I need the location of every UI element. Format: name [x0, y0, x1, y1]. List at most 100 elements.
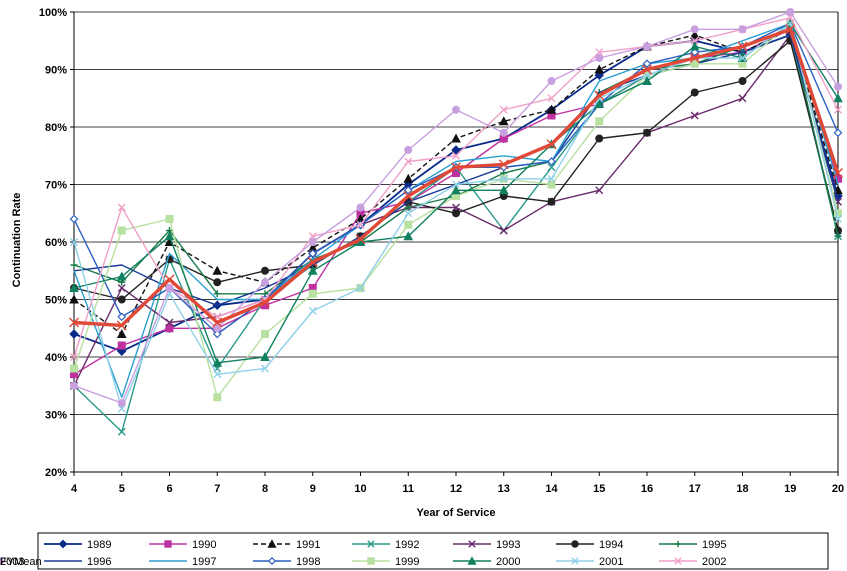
y-tick-label: 70% — [45, 180, 67, 192]
data-point — [212, 265, 223, 275]
data-point — [69, 317, 79, 328]
y-tick-label: 90% — [45, 65, 67, 77]
data-point — [308, 307, 317, 315]
x-tick-label: 6 — [166, 483, 172, 495]
legend: 1989 1990 1991 1992 1993 1994 1995 1996 1997 1998… — [0, 533, 829, 570]
data-point — [594, 90, 605, 101]
data-point — [404, 146, 413, 154]
data-point — [70, 261, 78, 269]
data-point — [261, 278, 269, 287]
data-point — [164, 274, 175, 285]
data-point — [267, 539, 277, 548]
legend-item-1995: 1995 — [659, 539, 726, 551]
data-point — [69, 282, 79, 292]
data-point — [499, 105, 508, 114]
legend-item-2003: 2003 — [0, 556, 24, 568]
data-point — [117, 284, 126, 292]
series-fymean — [69, 24, 843, 331]
data-point — [499, 128, 508, 137]
data-point — [0, 557, 4, 565]
data-point — [117, 226, 126, 235]
data-point — [571, 557, 579, 565]
data-point — [260, 297, 270, 308]
y-tick-label: 20% — [45, 467, 67, 479]
x-tick-label: 20 — [832, 483, 844, 495]
data-point — [452, 180, 460, 189]
series-1997 — [73, 22, 839, 398]
series-2003 — [70, 8, 842, 407]
series-line — [73, 22, 839, 398]
data-point — [546, 139, 557, 150]
legend-label: FYMean — [0, 556, 42, 568]
legend-label: 1990 — [192, 539, 216, 551]
data-point — [213, 324, 222, 333]
data-point — [833, 128, 843, 138]
data-point — [452, 151, 460, 160]
y-axis-title: Continuation Rate — [11, 193, 23, 288]
data-point — [356, 220, 365, 229]
data-point — [212, 357, 223, 367]
data-point — [547, 94, 556, 103]
data-point — [165, 215, 174, 223]
data-point — [642, 64, 652, 75]
data-point — [674, 540, 682, 548]
legend-item-1990: 1990 — [149, 539, 216, 551]
x-tick-label: 13 — [498, 483, 510, 495]
data-point — [547, 163, 556, 172]
data-point — [499, 174, 508, 183]
data-point — [367, 557, 375, 565]
data-point — [452, 105, 460, 114]
data-point — [404, 204, 412, 211]
data-point — [213, 290, 221, 298]
y-tick-labels: 20% 30% 40% 50% 60% 70% 80% 90% 100% — [39, 7, 67, 479]
data-point — [738, 77, 747, 85]
data-point — [571, 540, 579, 548]
data-point — [689, 53, 700, 63]
series-lines — [69, 8, 843, 436]
data-point — [547, 77, 556, 85]
legend-label: 2001 — [599, 556, 623, 568]
data-point — [70, 353, 78, 361]
y-tick-label: 60% — [45, 237, 67, 249]
data-point — [547, 157, 556, 166]
data-point — [165, 318, 174, 327]
data-point — [165, 284, 174, 292]
data-point — [547, 197, 556, 206]
data-point — [737, 41, 748, 52]
data-point — [689, 41, 700, 51]
legend-label: 1997 — [192, 556, 216, 568]
data-point — [69, 294, 79, 304]
legend-item-1997: 1997 — [149, 556, 216, 568]
data-point — [643, 71, 651, 80]
data-point — [834, 215, 842, 223]
data-point — [594, 98, 605, 108]
data-point — [308, 249, 318, 258]
data-point — [307, 265, 318, 275]
data-point — [69, 329, 79, 339]
data-point — [643, 128, 651, 137]
x-tick-label: 9 — [310, 483, 316, 495]
data-point — [116, 271, 127, 281]
data-point — [785, 24, 796, 35]
data-point — [690, 111, 699, 120]
data-point — [116, 328, 127, 338]
data-point — [165, 324, 174, 333]
data-point — [834, 82, 842, 91]
data-point — [70, 364, 78, 373]
data-point — [403, 173, 414, 183]
data-point — [70, 238, 78, 246]
data-point — [308, 232, 317, 241]
data-point — [117, 427, 126, 436]
series-1999 — [70, 19, 842, 402]
data-point — [738, 94, 747, 103]
x-tick-label: 17 — [689, 483, 701, 495]
data-point — [786, 8, 795, 16]
data-point — [595, 186, 604, 195]
data-point — [833, 185, 843, 195]
x-tick-label: 16 — [641, 483, 653, 495]
legend-label: 1998 — [296, 556, 320, 568]
data-point — [452, 209, 460, 218]
data-point — [260, 351, 270, 361]
legend-item-2001: 2001 — [556, 556, 623, 568]
data-point — [261, 266, 269, 275]
